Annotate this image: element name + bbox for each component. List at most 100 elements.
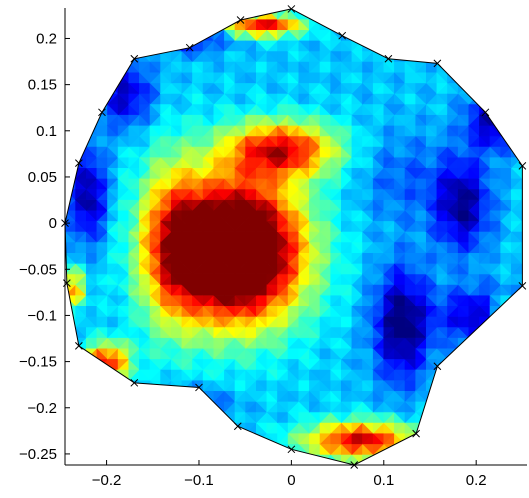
mesh-triangle bbox=[510, 453, 523, 466]
mesh-triangle bbox=[181, 28, 194, 41]
mesh-triangle bbox=[149, 453, 161, 466]
mesh-triangle bbox=[65, 400, 76, 413]
mesh-triangle bbox=[74, 18, 87, 31]
mesh-triangle bbox=[478, 432, 491, 445]
mesh-triangle bbox=[436, 390, 448, 403]
mesh-triangle bbox=[510, 124, 523, 137]
mesh-triangle bbox=[213, 8, 226, 20]
mesh-triangle bbox=[436, 18, 449, 31]
mesh-triangle bbox=[150, 0, 161, 8]
mesh-triangle bbox=[171, 0, 182, 8]
mesh-triangle bbox=[447, 347, 459, 360]
mesh-triangle bbox=[149, 400, 162, 413]
mesh-triangle bbox=[202, 8, 215, 20]
mesh-triangle bbox=[319, 8, 332, 20]
mesh-triangle bbox=[86, 369, 98, 381]
mesh-triangle bbox=[521, 146, 523, 158]
mesh-triangle bbox=[139, 389, 151, 402]
mesh-triangle bbox=[106, 39, 119, 52]
mesh-triangle bbox=[74, 379, 87, 392]
mesh-triangle bbox=[149, 8, 161, 10]
mesh-triangle bbox=[192, 390, 204, 403]
mesh-triangle bbox=[255, 443, 268, 456]
mesh-triangle bbox=[425, 39, 438, 52]
mesh-triangle bbox=[213, 8, 225, 20]
mesh-triangle bbox=[468, 379, 480, 392]
mesh-triangle bbox=[138, 390, 151, 403]
mesh-triangle bbox=[521, 358, 523, 371]
mesh-triangle bbox=[74, 145, 87, 158]
mesh-triangle bbox=[521, 304, 523, 317]
mesh-triangle bbox=[65, 421, 77, 434]
mesh-triangle bbox=[159, 411, 172, 424]
mesh-triangle bbox=[510, 29, 523, 42]
mesh-triangle bbox=[500, 432, 513, 445]
mesh-triangle bbox=[521, 93, 523, 105]
mesh-triangle bbox=[489, 337, 502, 349]
mesh-triangle bbox=[139, 39, 151, 52]
mesh-triangle bbox=[85, 92, 98, 105]
mesh-triangle bbox=[192, 8, 204, 20]
mesh-triangle bbox=[500, 8, 513, 20]
mesh-triangle bbox=[521, 135, 523, 147]
mesh-triangle bbox=[489, 39, 502, 52]
mesh-triangle bbox=[479, 411, 491, 423]
mesh-triangle bbox=[128, 18, 140, 31]
mesh-triangle bbox=[160, 39, 173, 52]
mesh-triangle bbox=[426, 0, 437, 8]
boundary-marker bbox=[233, 422, 242, 431]
mesh-triangle bbox=[457, 454, 470, 466]
mesh-triangle bbox=[478, 71, 491, 84]
mesh-triangle bbox=[510, 390, 523, 403]
mesh-triangle bbox=[65, 18, 76, 31]
mesh-triangle bbox=[510, 411, 523, 424]
mesh-triangle bbox=[86, 390, 98, 403]
mesh-triangle bbox=[521, 262, 523, 275]
mesh-triangle bbox=[510, 347, 523, 360]
mesh-triangle bbox=[181, 454, 193, 466]
mesh-triangle bbox=[202, 443, 215, 456]
mesh-triangle bbox=[510, 369, 523, 381]
mesh-triangle bbox=[65, 432, 76, 445]
mesh-triangle bbox=[96, 50, 108, 63]
mesh-triangle bbox=[522, 0, 529, 8]
mesh-triangle bbox=[309, 8, 321, 20]
mesh-triangle bbox=[404, 8, 417, 20]
mesh-triangle bbox=[266, 8, 279, 10]
mesh-triangle bbox=[457, 358, 470, 370]
mesh-triangle bbox=[159, 39, 172, 52]
mesh-triangle bbox=[118, 0, 129, 8]
mesh-triangle bbox=[65, 92, 76, 105]
mesh-triangle bbox=[499, 369, 512, 381]
mesh-triangle bbox=[352, 0, 363, 8]
mesh-triangle bbox=[191, 8, 204, 20]
mesh-triangle bbox=[65, 145, 77, 158]
mesh-triangle bbox=[149, 39, 161, 52]
mesh-triangle bbox=[489, 82, 502, 95]
boundary-marker bbox=[75, 159, 83, 167]
mesh-triangle bbox=[74, 432, 87, 445]
mesh-triangle bbox=[479, 50, 491, 62]
mesh-triangle bbox=[510, 82, 523, 95]
mesh-triangle bbox=[446, 400, 459, 413]
mesh-triangle bbox=[96, 82, 108, 94]
mesh-triangle bbox=[510, 336, 523, 349]
mesh-triangle bbox=[415, 8, 428, 20]
mesh-triangle bbox=[499, 432, 512, 445]
mesh-triangle bbox=[330, 18, 343, 31]
mesh-triangle bbox=[425, 39, 438, 52]
mesh-triangle bbox=[404, 8, 417, 10]
mesh-triangle bbox=[510, 316, 523, 328]
mesh-triangle bbox=[489, 347, 502, 360]
mesh-triangle bbox=[351, 28, 364, 41]
mesh-triangle bbox=[86, 50, 98, 63]
mesh-triangle bbox=[139, 411, 151, 423]
mesh-triangle bbox=[213, 453, 225, 466]
mesh-triangle bbox=[75, 39, 88, 52]
mesh-triangle bbox=[436, 8, 449, 20]
mesh-triangle bbox=[74, 29, 87, 42]
mesh-triangle bbox=[415, 18, 428, 31]
mesh-triangle bbox=[436, 379, 448, 392]
mesh-triangle bbox=[425, 454, 438, 466]
mesh-triangle bbox=[521, 389, 523, 402]
